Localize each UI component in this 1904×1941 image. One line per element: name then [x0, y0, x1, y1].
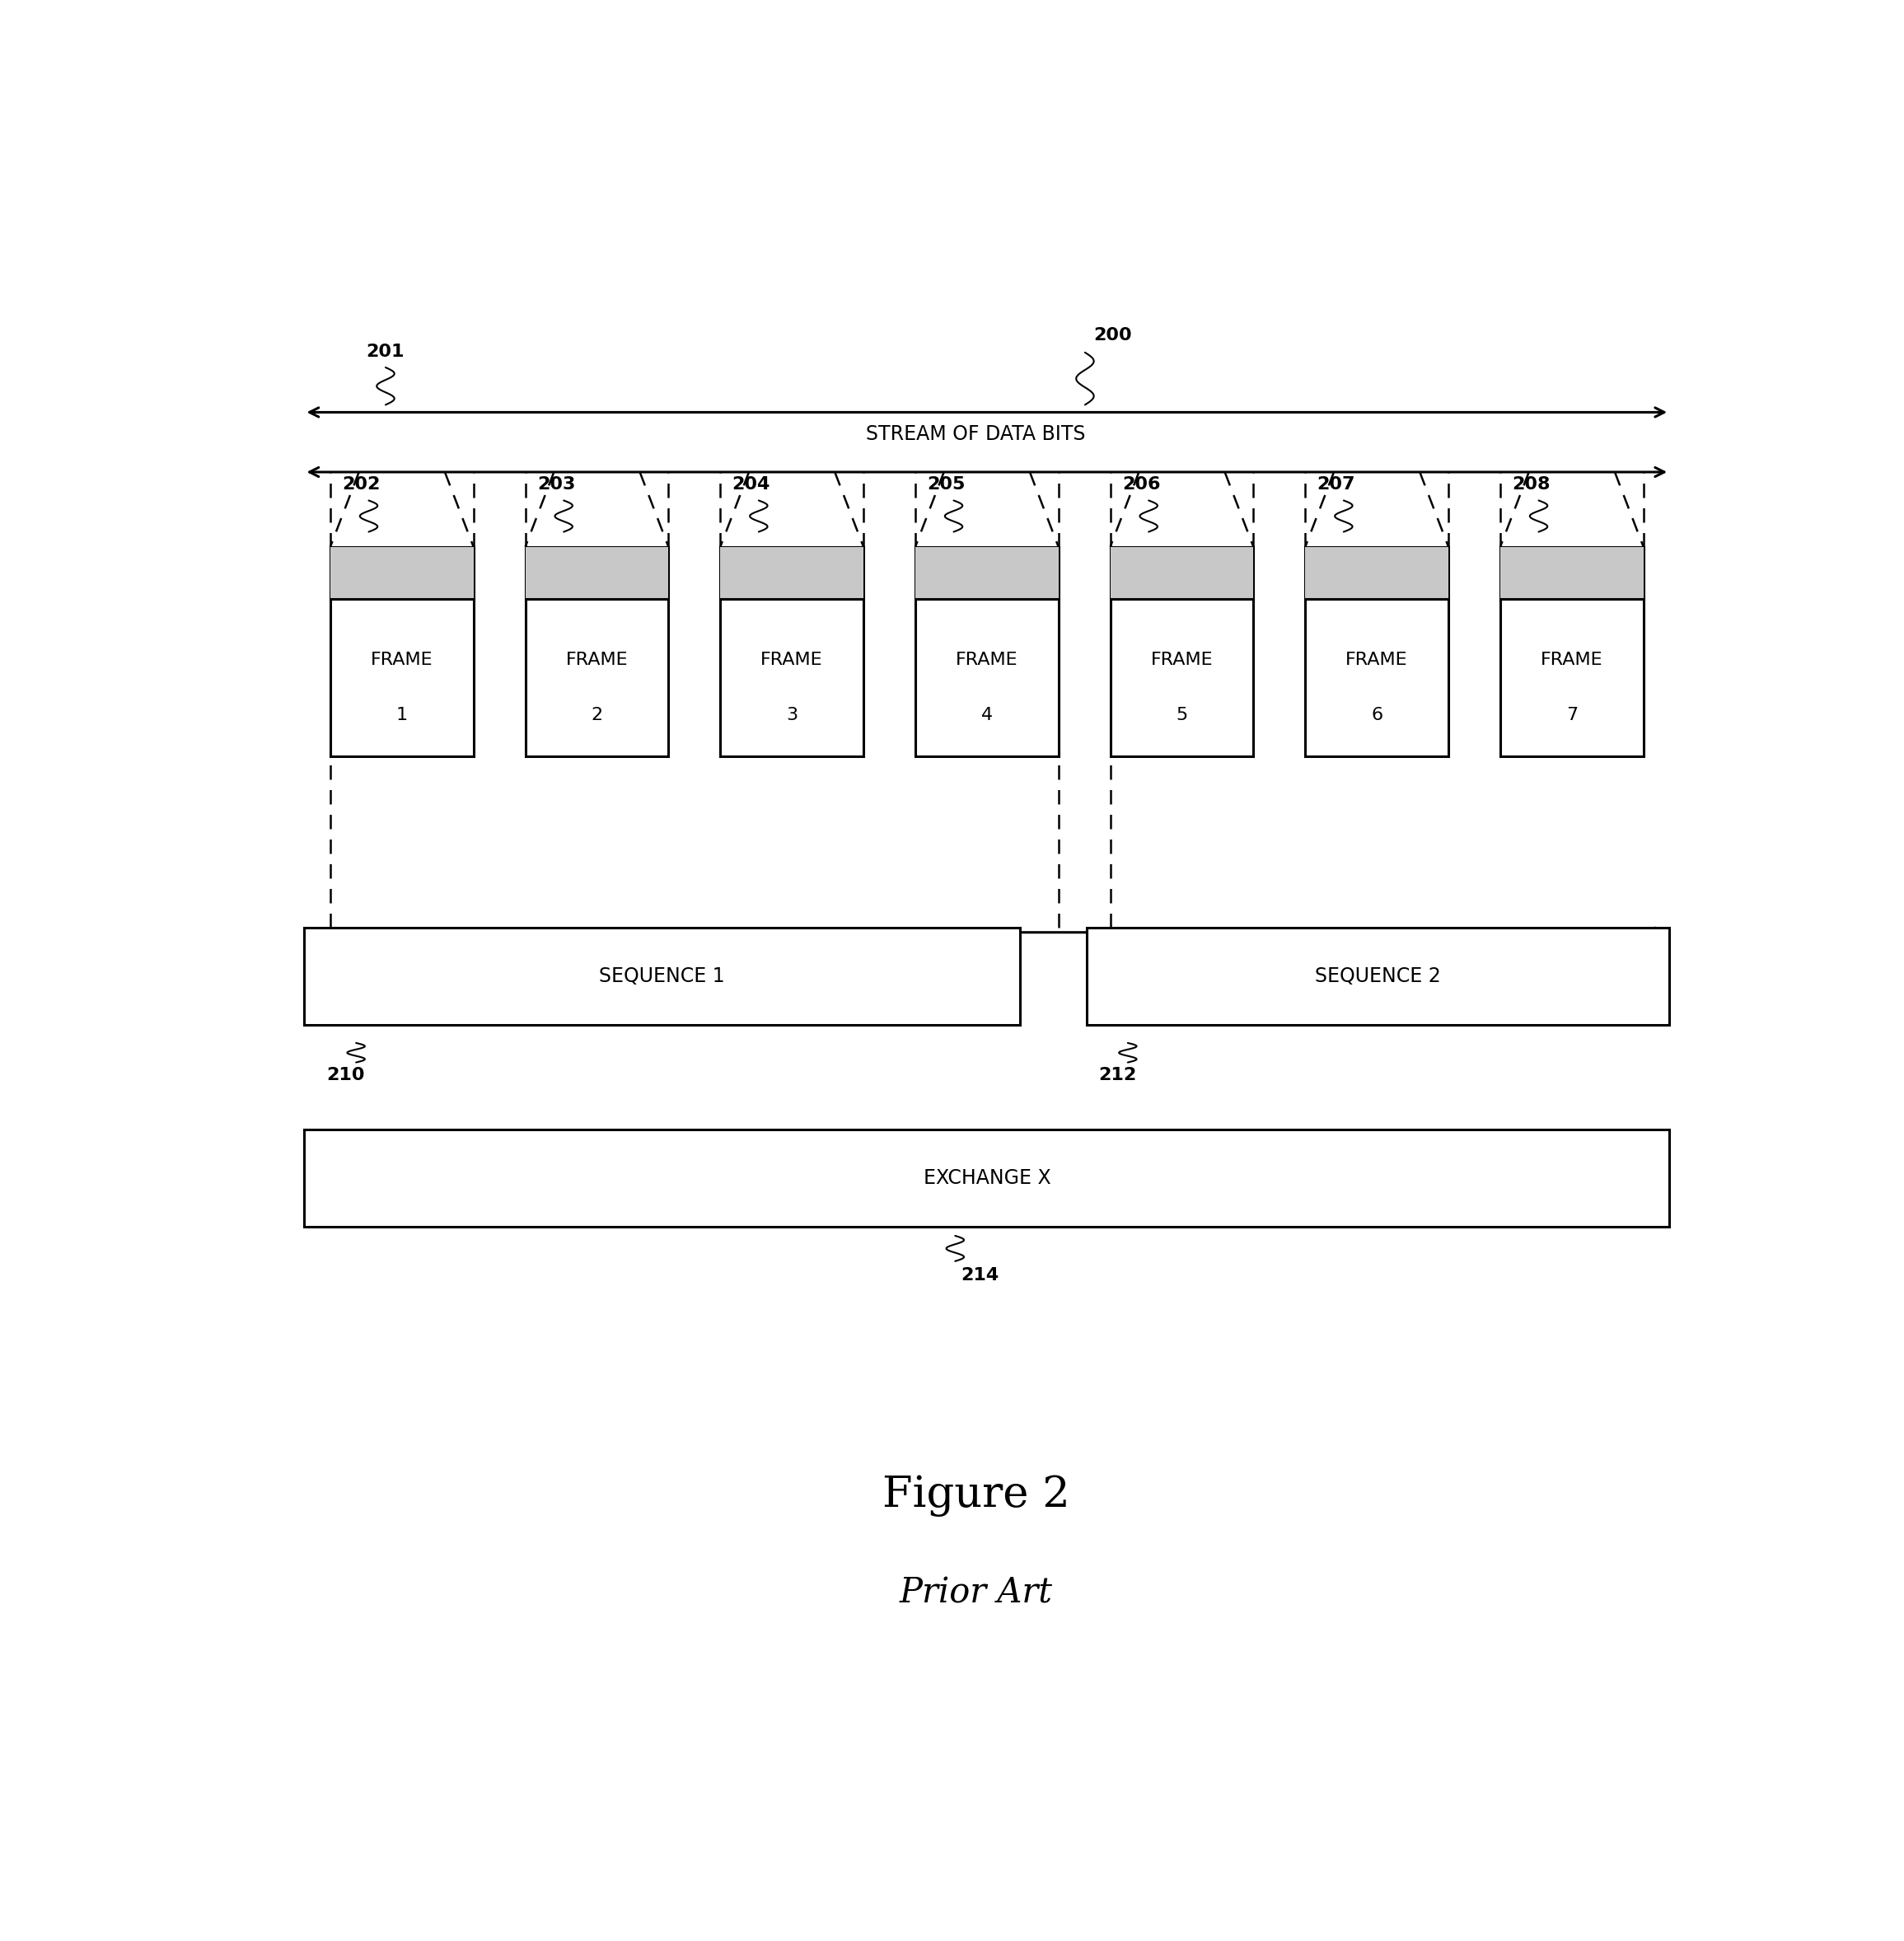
Bar [1110, 547, 1253, 600]
Text: 214: 214 [962, 1267, 1000, 1283]
Text: 202: 202 [343, 476, 381, 493]
Bar [329, 547, 474, 755]
Bar [1306, 547, 1449, 600]
Text: 5: 5 [1177, 707, 1188, 724]
Text: 201: 201 [366, 344, 406, 359]
Text: 210: 210 [327, 1068, 366, 1083]
Text: EXCHANGE X: EXCHANGE X [923, 1168, 1051, 1188]
Text: FRAME: FRAME [1540, 652, 1603, 668]
Bar [526, 547, 668, 600]
Text: FRAME: FRAME [1150, 652, 1213, 668]
Bar [1500, 547, 1643, 600]
Bar [1087, 928, 1670, 1025]
Bar [720, 547, 863, 755]
Text: STREAM OF DATA BITS: STREAM OF DATA BITS [866, 425, 1085, 444]
Text: 4: 4 [981, 707, 992, 724]
Text: 212: 212 [1099, 1068, 1137, 1083]
Text: 208: 208 [1512, 476, 1550, 493]
Text: 207: 207 [1318, 476, 1356, 493]
Text: SEQUENCE 1: SEQUENCE 1 [600, 967, 725, 986]
Text: Prior Art: Prior Art [899, 1576, 1053, 1611]
Bar [305, 1130, 1670, 1227]
Text: FRAME: FRAME [762, 652, 823, 668]
Text: 204: 204 [733, 476, 771, 493]
Text: 2: 2 [590, 707, 604, 724]
Bar [916, 547, 1059, 600]
Text: 7: 7 [1565, 707, 1578, 724]
Bar [526, 547, 668, 755]
Bar [1110, 547, 1253, 755]
Text: FRAME: FRAME [956, 652, 1019, 668]
Text: 203: 203 [537, 476, 575, 493]
Text: 205: 205 [927, 476, 965, 493]
Bar [1306, 547, 1449, 755]
Bar [916, 547, 1059, 755]
Bar [720, 547, 863, 600]
Text: 1: 1 [396, 707, 407, 724]
Bar [1500, 547, 1643, 755]
Text: Figure 2: Figure 2 [882, 1475, 1070, 1516]
Text: FRAME: FRAME [565, 652, 628, 668]
Bar [329, 547, 474, 600]
Text: 200: 200 [1093, 326, 1133, 344]
Text: FRAME: FRAME [371, 652, 432, 668]
Text: 6: 6 [1371, 707, 1382, 724]
Text: 206: 206 [1121, 476, 1160, 493]
Text: SEQUENCE 2: SEQUENCE 2 [1316, 967, 1441, 986]
Text: 3: 3 [786, 707, 798, 724]
Bar [305, 928, 1021, 1025]
Text: FRAME: FRAME [1346, 652, 1407, 668]
